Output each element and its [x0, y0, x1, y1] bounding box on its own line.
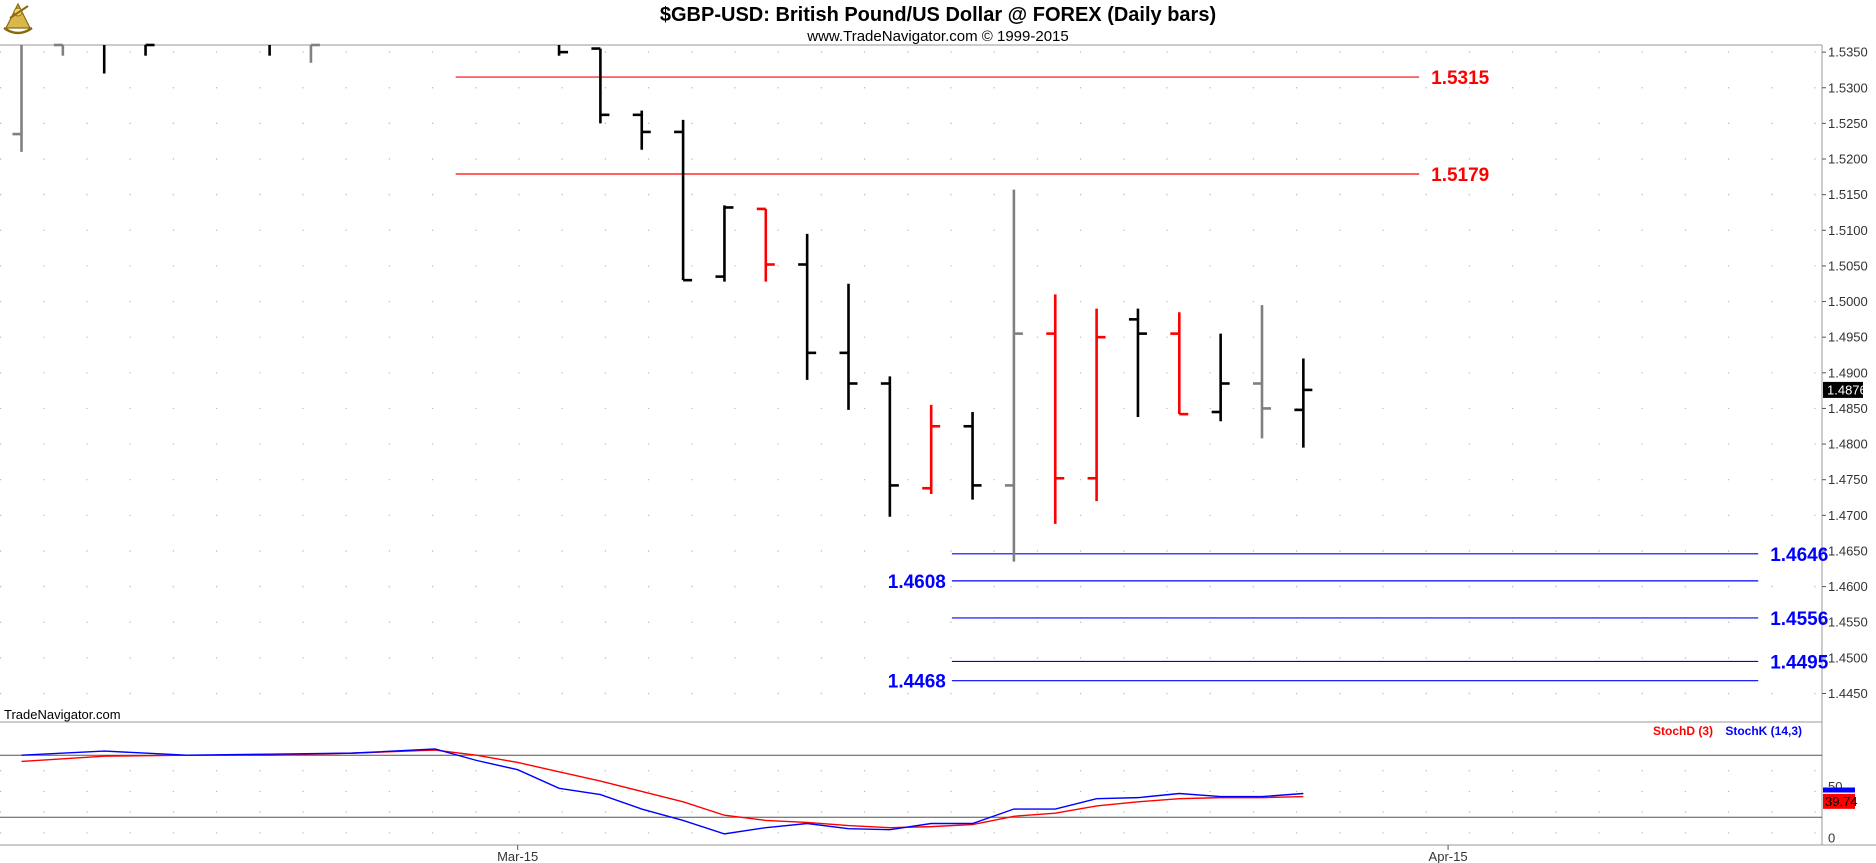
price-tick-label: 1.5300 — [1828, 80, 1868, 95]
ohlc-bar — [632, 110, 651, 150]
ohlc-bar — [839, 283, 858, 410]
price-tick-label: 1.4650 — [1828, 543, 1868, 558]
stoch-last-label: 39.74 — [1825, 794, 1858, 809]
stoch-last-marker — [1823, 793, 1855, 809]
ohlc-bar — [1170, 312, 1189, 416]
ohlc-bar — [12, 45, 23, 152]
price-axis: 1.5350 1.5300 1.5250 1.5200 1.5150 1.5100 1.50… — [1822, 45, 1868, 701]
price-tick-label: 1.4850 — [1828, 401, 1868, 416]
time-axis: Mar-15 Apr-15 — [497, 845, 1468, 863]
price-tick-label: 1.4600 — [1828, 579, 1868, 594]
price-grid — [0, 51, 1822, 695]
price-tick-label: 1.4450 — [1828, 686, 1868, 701]
price-tick-label: 1.5350 — [1828, 45, 1868, 60]
price-tick-label: 1.4800 — [1828, 437, 1868, 452]
ohlc-bar — [53, 43, 65, 56]
ohlc-bar — [963, 412, 982, 500]
ohlc-bar — [922, 404, 941, 494]
stoch-tick-label: 0 — [1828, 831, 1835, 846]
chart-header: $GBP-USD: British Pound/US Dollar @ FORE… — [660, 4, 1216, 45]
support-label: 1.4608 — [888, 572, 946, 593]
stoch-d-line — [21, 749, 1304, 829]
ohlc-bar — [1294, 358, 1313, 448]
ohlc-bar — [880, 376, 899, 517]
stoch-k-legend: StochK (14,3) — [1725, 724, 1802, 738]
price-tick-label: 1.5050 — [1828, 258, 1868, 273]
ohlc-bar — [1004, 189, 1023, 562]
ohlc-bar — [1128, 308, 1147, 417]
price-tick-label: 1.4700 — [1828, 508, 1868, 523]
support-label: 1.4556 — [1770, 609, 1828, 630]
price-tick-label: 1.4550 — [1828, 615, 1868, 630]
ohlc-bars — [12, 43, 1313, 562]
ohlc-bar — [309, 43, 320, 63]
price-tick-label: 1.4950 — [1828, 330, 1868, 345]
price-tick-label: 1.4900 — [1828, 365, 1868, 380]
price-levels: 1.5315 1.5179 1.4646 1.4608 1.4556 1.4495 1.44… — [455, 68, 1829, 693]
ohlc-bar — [756, 207, 775, 282]
support-label: 1.4468 — [888, 672, 946, 693]
time-tick-label: Mar-15 — [497, 849, 538, 863]
price-tick-label: 1.5200 — [1828, 152, 1868, 167]
price-tick-label: 1.4500 — [1828, 650, 1868, 665]
stochastic-grid — [0, 754, 1822, 834]
stoch-k-marker — [1823, 787, 1855, 793]
stoch-k-line — [21, 748, 1304, 835]
chart-title: $GBP-USD: British Pound/US Dollar @ FORE… — [660, 4, 1216, 26]
sextant-icon — [3, 2, 33, 35]
price-tick-label: 1.5150 — [1828, 187, 1868, 202]
resistance-label: 1.5179 — [1431, 165, 1489, 186]
support-label: 1.4646 — [1770, 545, 1828, 566]
last-price-label: 1.4876 — [1827, 382, 1867, 397]
watermark: TradeNavigator.com — [4, 707, 121, 722]
price-tick-label: 1.5250 — [1828, 116, 1868, 131]
resistance-label: 1.5315 — [1431, 68, 1490, 89]
ohlc-bar — [1087, 308, 1106, 502]
support-label: 1.4495 — [1770, 652, 1829, 673]
time-tick-label: Apr-15 — [1429, 849, 1468, 863]
last-price-marker — [1823, 381, 1863, 398]
price-tick-label: 1.4750 — [1828, 472, 1868, 487]
stoch-d-legend: StochD (3) — [1653, 724, 1713, 738]
chart-subtitle: www.TradeNavigator.com © 1999-2015 — [806, 28, 1068, 45]
price-tick-label: 1.5100 — [1828, 223, 1868, 238]
stochastic-legend: StochD (3) StochK (14,3) — [1653, 724, 1802, 738]
ohlc-bar — [1046, 294, 1065, 524]
ohlc-bar — [1253, 305, 1271, 439]
ohlc-bar — [144, 43, 155, 56]
ohlc-bar — [1211, 333, 1230, 422]
ohlc-bar — [715, 205, 734, 282]
price-tick-label: 1.5000 — [1828, 294, 1868, 309]
ohlc-bar — [557, 45, 569, 56]
ohlc-bar — [798, 233, 817, 380]
ohlc-bar — [674, 119, 693, 282]
ohlc-bar — [591, 47, 610, 124]
